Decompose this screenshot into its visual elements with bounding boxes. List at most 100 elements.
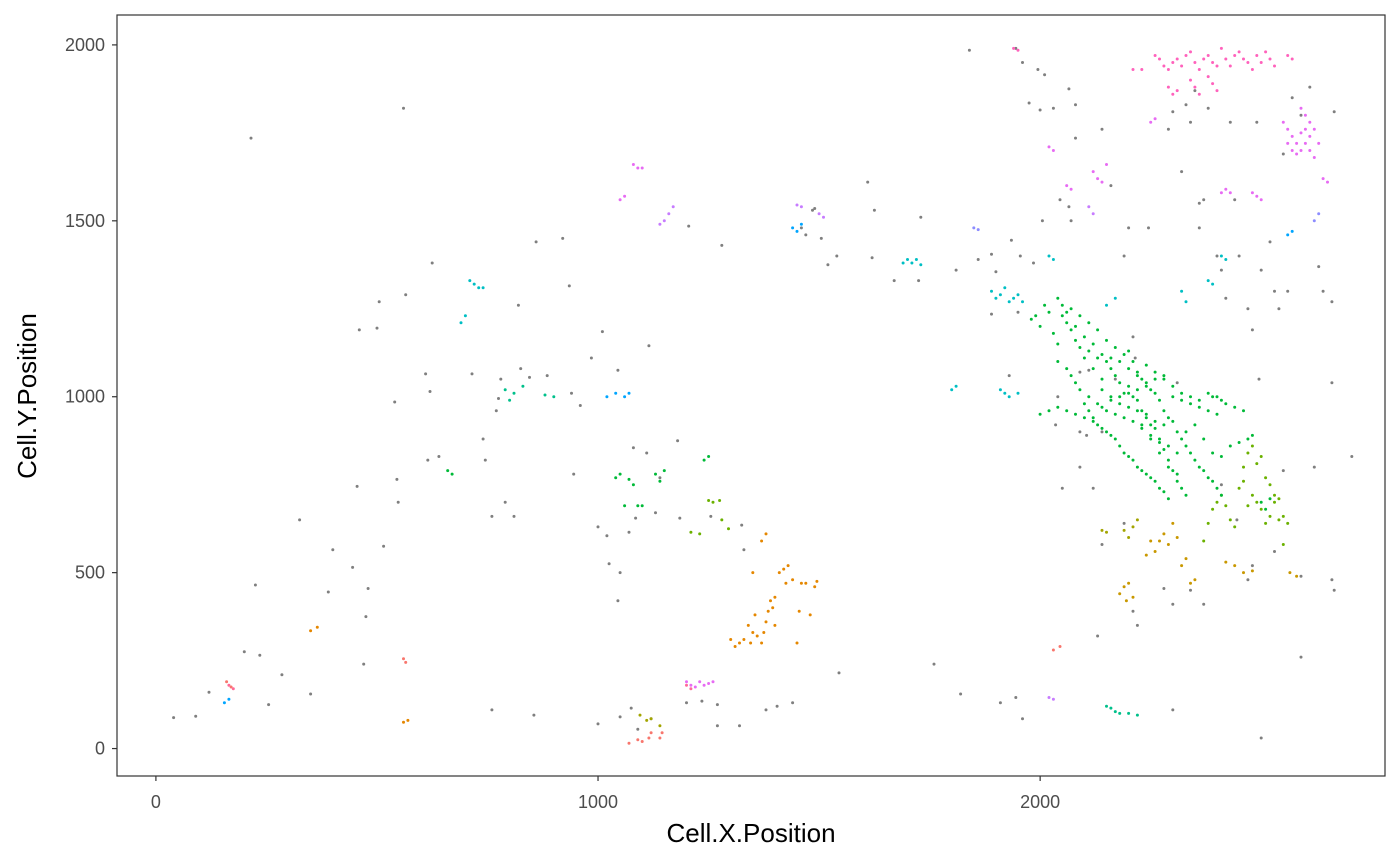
data-point <box>375 326 379 330</box>
data-point <box>516 303 520 307</box>
data-point <box>1268 497 1272 501</box>
data-point <box>769 599 772 603</box>
data-point <box>1047 254 1051 258</box>
data-point <box>1100 528 1104 532</box>
data-point <box>751 631 755 634</box>
data-point <box>1237 441 1241 444</box>
x-axis: 0 1000 2000 <box>151 776 1060 812</box>
data-point <box>1153 419 1157 423</box>
data-point <box>1109 706 1113 710</box>
data-point <box>819 236 823 240</box>
data-point <box>1219 268 1223 272</box>
data-point <box>1144 381 1148 385</box>
data-point <box>1078 346 1082 349</box>
data-point <box>589 356 593 360</box>
data-point <box>1290 134 1294 138</box>
data-point <box>636 504 640 508</box>
data-point <box>1211 507 1215 511</box>
data-point <box>795 641 799 645</box>
data-point <box>1127 711 1131 715</box>
data-point <box>1118 592 1122 596</box>
data-point <box>1096 328 1100 332</box>
data-point <box>872 208 876 212</box>
data-point <box>1122 391 1126 395</box>
data-point <box>1189 588 1192 592</box>
data-point <box>1189 120 1192 124</box>
data-point <box>1317 141 1321 145</box>
data-point <box>1180 486 1184 490</box>
data-point <box>1281 469 1285 473</box>
data-point <box>1286 289 1290 293</box>
data-point <box>1273 500 1276 504</box>
data-point <box>760 641 764 645</box>
data-point <box>1122 353 1126 356</box>
data-point <box>906 258 909 261</box>
data-point <box>1100 543 1104 546</box>
data-point <box>267 703 271 707</box>
data-point <box>771 606 775 610</box>
data-point <box>822 215 825 219</box>
data-point <box>377 300 381 304</box>
data-point <box>1144 553 1148 557</box>
data-point <box>1299 131 1303 135</box>
y-axis: 0 500 1000 1500 2000 <box>65 35 117 759</box>
data-point <box>892 279 896 283</box>
data-point <box>1250 433 1254 437</box>
data-point <box>1065 321 1069 325</box>
data-point <box>1350 455 1354 458</box>
data-point <box>1166 497 1170 501</box>
data-point <box>521 384 525 388</box>
data-point <box>1193 85 1197 89</box>
data-point <box>658 222 662 226</box>
data-point <box>640 166 644 170</box>
data-point <box>740 523 744 527</box>
data-point <box>1038 324 1042 328</box>
data-point <box>1228 518 1232 522</box>
data-point <box>1091 486 1095 490</box>
data-point <box>715 724 719 728</box>
data-point <box>932 662 936 666</box>
data-point <box>1118 381 1122 385</box>
data-point <box>786 564 790 568</box>
data-point <box>1246 61 1250 64</box>
data-point <box>1330 578 1334 582</box>
data-point <box>355 484 359 488</box>
data-point <box>1105 704 1108 708</box>
data-point <box>1189 402 1192 406</box>
data-point <box>998 701 1002 705</box>
data-point <box>499 377 503 381</box>
data-point <box>700 699 704 703</box>
data-point <box>1295 141 1299 145</box>
data-point <box>976 228 980 232</box>
data-point <box>1332 110 1336 114</box>
data-point <box>1058 198 1062 202</box>
data-point <box>616 599 620 603</box>
data-point <box>1105 360 1108 363</box>
data-point <box>1290 149 1294 152</box>
data-point <box>450 472 454 476</box>
data-point <box>1206 409 1210 413</box>
data-point <box>1038 412 1042 416</box>
data-point <box>1078 314 1082 318</box>
data-point <box>1074 412 1077 416</box>
data-point <box>1224 187 1228 191</box>
data-point <box>472 282 476 286</box>
data-point <box>994 270 998 274</box>
data-point <box>532 713 536 717</box>
data-point <box>1065 367 1069 371</box>
data-point <box>1056 342 1060 346</box>
data-point <box>1290 229 1294 233</box>
data-point <box>990 252 993 256</box>
data-point <box>994 296 998 300</box>
data-point <box>1096 634 1100 638</box>
data-point <box>1326 180 1329 184</box>
data-point <box>614 476 618 480</box>
data-point <box>764 708 768 712</box>
data-point <box>1087 409 1091 413</box>
data-point <box>1255 120 1259 124</box>
data-point <box>231 687 235 691</box>
data-point <box>1158 441 1161 444</box>
data-point <box>596 722 600 726</box>
data-point <box>1100 377 1104 381</box>
data-point <box>1036 68 1040 71</box>
